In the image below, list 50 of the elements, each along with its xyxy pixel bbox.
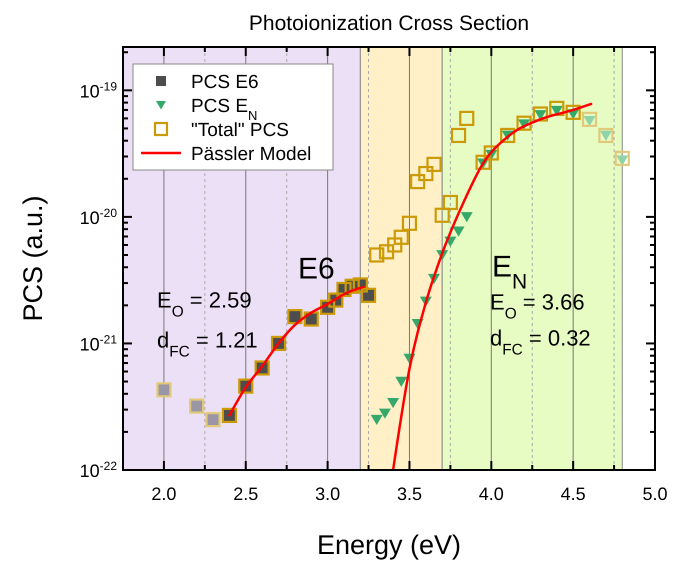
point	[549, 100, 564, 116]
point	[484, 145, 499, 161]
x-tick-label: 3.5	[396, 484, 422, 504]
point	[476, 154, 491, 170]
annotation: d$_{FC}$ = 1.21	[157, 328, 258, 360]
y-tick-label: 10$^{-19}$	[80, 79, 118, 102]
x-axis-title: Energy (eV)	[316, 530, 462, 560]
x-tick-label: 4.0	[478, 484, 504, 504]
point	[450, 128, 466, 144]
point	[410, 174, 426, 190]
y-axis-title: PCS (a.u.)	[18, 195, 48, 322]
x-tick-label: 3.0	[315, 484, 340, 504]
point	[598, 128, 614, 144]
point	[460, 212, 473, 222]
x-tick-label: 5.0	[642, 484, 668, 504]
y-tick-label: 10$^{-22}$	[80, 459, 118, 481]
point	[500, 128, 516, 144]
annotation: d$_{FC}$ = 0.32	[490, 326, 591, 358]
annotation: E$_{O}$ = 2.59	[157, 288, 252, 320]
point	[378, 408, 391, 419]
point	[370, 414, 383, 426]
point	[369, 247, 384, 263]
chart-title: Photoionization Cross Section	[248, 12, 530, 35]
point	[452, 226, 465, 237]
point	[566, 104, 581, 120]
legend-label: "Total" PCS	[191, 120, 289, 141]
legend-label: PCS E6	[191, 72, 259, 93]
point	[418, 166, 434, 182]
point	[378, 244, 394, 260]
point	[387, 237, 402, 253]
legend-label: PCS E$_{N}$	[191, 96, 258, 122]
x-tick-label: 2.0	[151, 484, 176, 504]
point	[394, 230, 409, 245]
y-tick-label: 10$^{-20}$	[80, 206, 118, 228]
point	[395, 376, 408, 387]
point	[459, 110, 474, 126]
x-tick-label: 2.5	[233, 484, 258, 504]
point	[532, 106, 548, 122]
point	[387, 398, 400, 408]
point	[442, 194, 458, 210]
x-tick-label: 4.5	[560, 484, 586, 504]
point	[614, 150, 630, 166]
point	[582, 112, 598, 127]
point	[434, 208, 450, 223]
point	[426, 156, 442, 172]
point	[516, 116, 532, 131]
legend-label: Pässler Model	[191, 144, 312, 165]
point	[402, 216, 418, 231]
annotation: E6	[298, 252, 335, 286]
y-tick-label: 10$^{-21}$	[80, 332, 118, 354]
